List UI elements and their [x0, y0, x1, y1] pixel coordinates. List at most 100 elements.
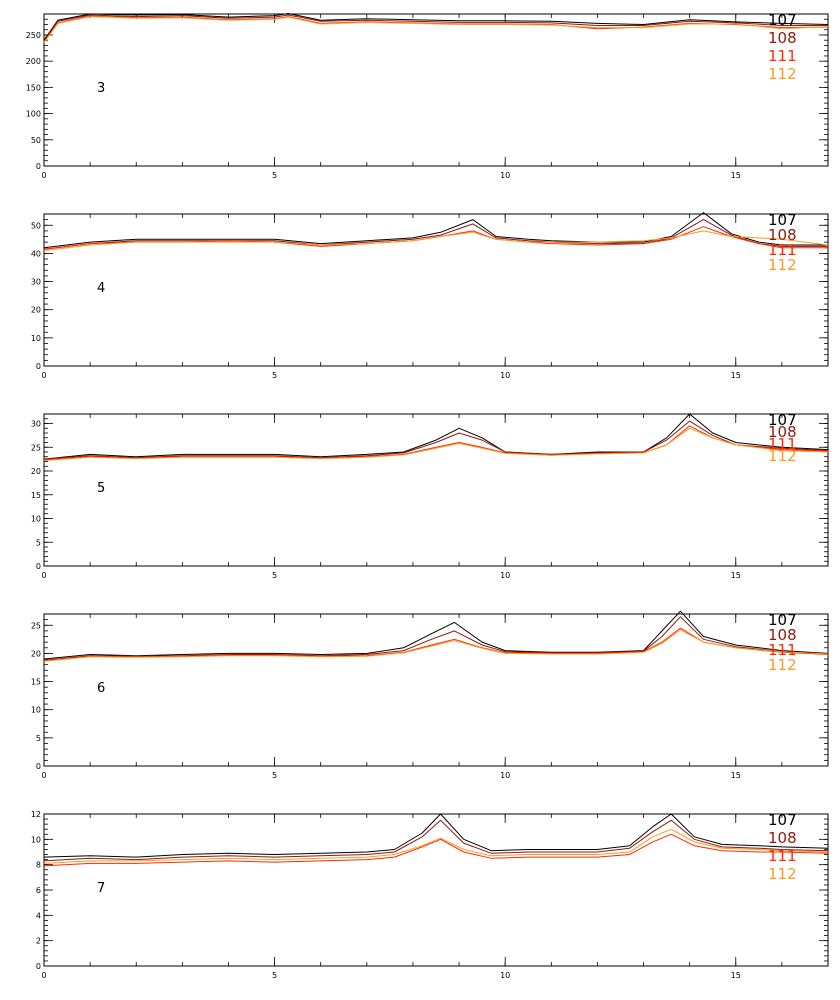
legend-label-108: 108 — [768, 626, 797, 644]
panel-label: 3 — [97, 81, 105, 96]
panel-label: 6 — [97, 681, 105, 696]
y-tick-label: 10 — [31, 835, 41, 844]
y-tick-label: 10 — [31, 334, 41, 343]
legend-label-107: 107 — [768, 811, 797, 829]
x-tick-label: 5 — [272, 171, 277, 180]
series-line-112 — [43, 16, 829, 44]
legend-label-112: 112 — [768, 865, 797, 883]
series-line-108 — [43, 616, 829, 661]
x-tick-label: 15 — [731, 771, 741, 780]
x-tick-label: 10 — [500, 171, 510, 180]
panel-label: 4 — [97, 281, 105, 296]
plot-frame — [43, 813, 829, 967]
y-tick-label: 8 — [36, 861, 41, 870]
legend-label-112: 112 — [768, 656, 797, 674]
x-tick-label: 5 — [272, 371, 277, 380]
plot-frame — [43, 613, 829, 767]
y-tick-label: 0 — [36, 362, 41, 371]
y-tick-label: 30 — [31, 278, 41, 287]
series-line-108 — [43, 819, 829, 862]
y-tick-label: 25 — [31, 443, 41, 452]
y-tick-label: 0 — [36, 762, 41, 771]
y-tick-label: 25 — [31, 621, 41, 630]
legend-label-107: 107 — [768, 11, 797, 29]
y-tick-label: 2 — [36, 937, 41, 946]
legend-label-108: 108 — [768, 226, 797, 244]
series-line-108 — [43, 14, 828, 42]
y-tick-label: 20 — [31, 306, 41, 315]
legend-label-108: 108 — [768, 29, 797, 47]
x-tick-label: 10 — [500, 771, 510, 780]
x-tick-label: 15 — [731, 371, 741, 380]
x-tick-label: 0 — [41, 971, 46, 980]
series-line-108 — [43, 219, 828, 250]
y-tick-label: 50 — [31, 221, 41, 230]
legend-label-108: 108 — [768, 829, 797, 847]
x-tick-label: 15 — [731, 571, 741, 580]
series-line-111 — [43, 833, 829, 867]
x-tick-label: 0 — [41, 371, 46, 380]
legend-label-107: 107 — [768, 611, 797, 629]
series-line-112 — [43, 629, 829, 662]
x-tick-label: 0 — [41, 771, 46, 780]
series-line-107 — [43, 212, 828, 249]
y-tick-label: 0 — [36, 562, 41, 571]
legend-label-107: 107 — [768, 411, 797, 429]
series-line-107 — [43, 13, 829, 41]
legend-label-107: 107 — [768, 211, 797, 229]
y-tick-label: 250 — [26, 31, 41, 40]
y-tick-label: 20 — [31, 649, 41, 658]
panel-label: 7 — [97, 881, 105, 896]
series-line-107 — [43, 813, 829, 858]
x-tick-label: 0 — [41, 571, 46, 580]
series-line-111 — [43, 627, 829, 662]
legend-label-111: 111 — [768, 847, 797, 865]
plot-frame — [43, 213, 829, 367]
legend-label-112: 112 — [768, 65, 797, 83]
series-line-112 — [43, 828, 829, 864]
plot-frame — [43, 13, 829, 167]
series-line-108 — [43, 420, 829, 460]
x-tick-label: 10 — [500, 371, 510, 380]
y-tick-label: 100 — [26, 110, 41, 119]
x-tick-label: 10 — [500, 571, 510, 580]
x-tick-label: 0 — [41, 171, 46, 180]
panel-label: 5 — [97, 481, 105, 496]
y-tick-label: 40 — [31, 249, 41, 258]
legend-label-112: 112 — [768, 256, 797, 274]
legend-label-111: 111 — [768, 435, 797, 453]
series-line-112 — [43, 230, 829, 252]
y-tick-label: 20 — [31, 467, 41, 476]
y-tick-label: 0 — [36, 162, 41, 171]
x-tick-label: 5 — [272, 771, 277, 780]
y-tick-label: 30 — [31, 420, 41, 429]
y-tick-label: 0 — [36, 962, 41, 971]
x-tick-label: 10 — [500, 971, 510, 980]
series-line-111 — [43, 226, 828, 250]
legend-label-108: 108 — [768, 423, 797, 441]
x-tick-label: 15 — [731, 171, 741, 180]
series-line-107 — [43, 610, 829, 660]
y-tick-label: 12 — [31, 810, 41, 819]
legend-label-111: 111 — [768, 641, 797, 659]
y-tick-label: 150 — [26, 83, 41, 92]
legend-label-111: 111 — [768, 47, 797, 65]
series-line-112 — [43, 427, 829, 462]
y-tick-label: 6 — [36, 886, 41, 895]
y-tick-label: 200 — [26, 57, 41, 66]
legend-label-112: 112 — [768, 447, 797, 465]
legend-label-111: 111 — [768, 241, 797, 259]
y-tick-label: 50 — [31, 136, 41, 145]
y-tick-label: 4 — [36, 911, 41, 920]
y-tick-label: 5 — [36, 538, 41, 547]
